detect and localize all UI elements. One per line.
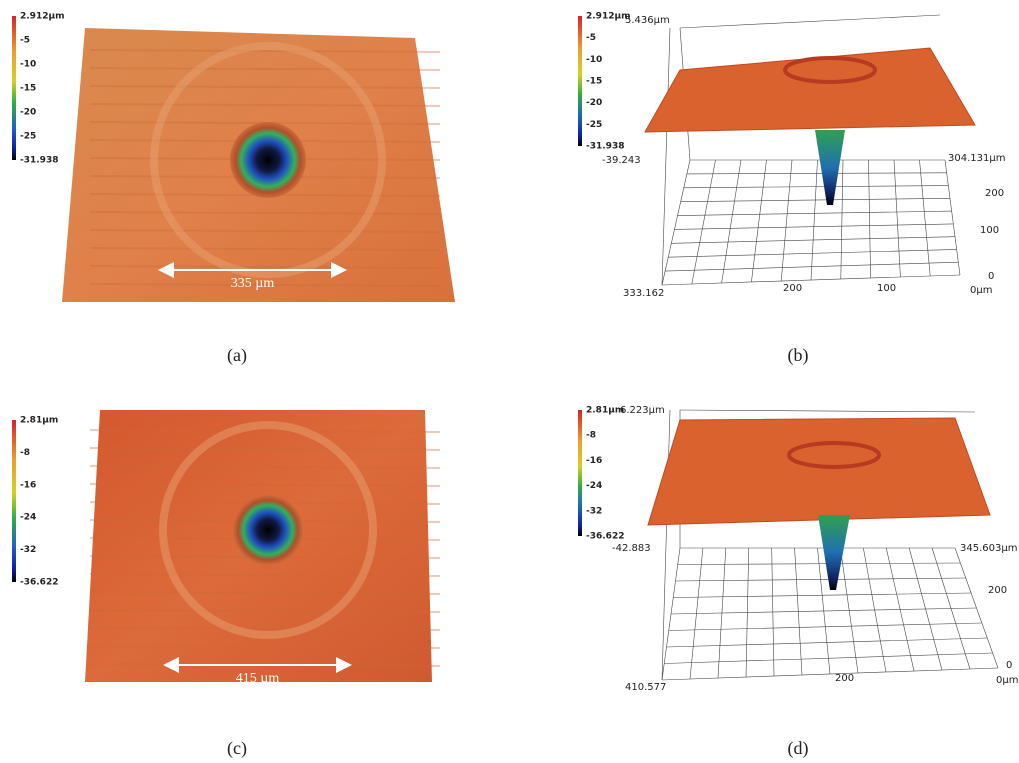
colorbar-label: -10	[20, 60, 36, 70]
floor-grid	[722, 160, 741, 283]
floor-grid	[869, 160, 871, 278]
floor-grid	[667, 638, 988, 647]
crater	[230, 122, 306, 198]
colorbar-label: -15	[586, 77, 602, 87]
box-edge	[662, 28, 670, 285]
scale-label: 415 µm	[236, 671, 280, 686]
y-tick-label: 200	[988, 585, 1007, 596]
y-end-label: 345.603µm	[960, 543, 1017, 554]
colorbar-label: -24	[20, 513, 36, 523]
colorbar-label: -15	[20, 84, 36, 94]
colorbar-label: -32	[20, 545, 36, 555]
x-tick-label: 0µm	[996, 675, 1018, 686]
spike	[815, 130, 845, 205]
colorbar-label: -36.622	[20, 578, 58, 588]
x-tick-label: 100	[877, 283, 896, 294]
spike	[818, 515, 850, 590]
colorbar-label: 2.912µm	[586, 12, 630, 22]
floor-grid	[662, 668, 998, 680]
y-tick-label: 100	[980, 225, 999, 236]
colorbar-label: -8	[586, 431, 596, 441]
panel: 2.912µm -5 -10 -15 -20 -25 -31.938 335 µm (a)	[12, 12, 455, 367]
colorbar-label: -31.938	[586, 142, 624, 152]
colorbar	[578, 16, 582, 146]
box-edge	[662, 410, 670, 680]
colorbar	[578, 410, 582, 536]
floor-grid	[894, 160, 900, 277]
panel: 2.81µm -8 -16 -24 -32 -36.622 6.223µm -42.883 34…	[578, 405, 1018, 759]
colorbar-label: -8	[20, 448, 30, 458]
z-bottom-label: -42.883	[612, 543, 651, 554]
panel: 2.912µm -5 -10 -15 -20 -25 -31.938 5.436µm -39.2…	[578, 12, 1005, 367]
colorbar-label: 2.81µm	[20, 416, 58, 426]
z-bottom-label: -39.243	[602, 155, 641, 166]
panel: 2.81µm -8 -16 -24 -32 -36.622 415 µm (c)	[12, 410, 440, 759]
z-top-label: 5.436µm	[625, 15, 670, 26]
caption: (c)	[227, 738, 247, 759]
colorbar-label: -16	[20, 480, 36, 490]
y-tick-label: 200	[985, 188, 1004, 199]
colorbar-label: -5	[20, 36, 30, 46]
y-tick-label: 0	[1006, 660, 1012, 671]
colorbar	[12, 16, 16, 160]
floor-grid	[811, 160, 818, 280]
colorbar-label: -25	[20, 132, 36, 142]
colorbar-label: -25	[586, 120, 602, 130]
x-tick-label: 200	[783, 283, 802, 294]
y-end-label: 304.131µm	[948, 153, 1005, 164]
x-tick-label: 0µm	[970, 285, 992, 296]
figure: 2.912µm-5-10-15-20-25-31.938335 µm(a)2.9…	[0, 0, 1019, 763]
caption: (d)	[788, 738, 809, 759]
colorbar-label: -31.938	[20, 156, 58, 166]
floor-grid	[664, 653, 992, 664]
colorbar-label: -20	[586, 98, 602, 108]
caption: (a)	[227, 345, 247, 366]
caption: (b)	[788, 345, 809, 366]
scale-label: 335 µm	[231, 276, 275, 291]
colorbar-label: 2.81µm	[586, 406, 624, 416]
colorbar-label: -10	[586, 55, 602, 65]
x-start-label: 333.162	[623, 288, 664, 299]
surface	[648, 418, 990, 525]
colorbar-label: -5	[586, 33, 596, 43]
floor-grid	[920, 160, 931, 276]
floor-grid	[662, 160, 690, 285]
colorbar-label: -20	[20, 108, 36, 118]
colorbar-label: -16	[586, 456, 602, 466]
floor-grid	[781, 160, 792, 281]
colorbar-label: -36.622	[586, 532, 624, 542]
x-start-label: 410.577	[625, 682, 666, 693]
box-edge	[680, 15, 940, 28]
colorbar-label: -24	[586, 481, 602, 491]
floor-grid	[692, 160, 716, 284]
colorbar	[12, 420, 16, 582]
floor-grid	[751, 160, 766, 282]
colorbar-label: -32	[586, 506, 602, 516]
z-top-label: 6.223µm	[620, 405, 665, 416]
colorbar-label: 2.912µm	[20, 12, 64, 22]
floor-grid	[945, 160, 960, 275]
floor-grid	[841, 160, 843, 279]
crater	[233, 495, 303, 565]
y-tick-label: 0	[988, 271, 994, 282]
x-tick-label: 200	[835, 673, 854, 684]
box-edge	[680, 410, 975, 412]
